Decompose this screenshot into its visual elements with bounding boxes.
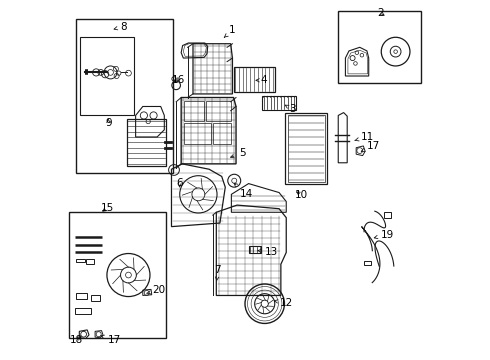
Text: 10: 10 — [295, 190, 308, 200]
Text: 5: 5 — [231, 148, 246, 158]
Bar — [234, 67, 275, 92]
Bar — [69, 212, 166, 338]
Bar — [184, 123, 211, 144]
Bar — [338, 12, 421, 83]
Text: 6: 6 — [176, 178, 183, 188]
Text: 9: 9 — [105, 118, 112, 128]
Text: 11: 11 — [355, 132, 374, 142]
Text: 17: 17 — [101, 334, 121, 345]
Text: 4: 4 — [256, 75, 267, 85]
Bar — [288, 115, 324, 182]
Text: 18: 18 — [70, 334, 83, 345]
Text: 2: 2 — [377, 8, 384, 18]
Text: 19: 19 — [374, 230, 394, 239]
Bar — [206, 101, 231, 121]
Text: 17: 17 — [361, 141, 380, 152]
Bar — [214, 123, 231, 144]
Text: 12: 12 — [274, 298, 294, 308]
Text: 1: 1 — [224, 26, 236, 37]
Bar — [126, 119, 166, 166]
Text: 14: 14 — [234, 183, 253, 199]
Text: 15: 15 — [101, 203, 114, 213]
Bar — [80, 37, 134, 116]
Bar — [76, 19, 173, 173]
Text: 20: 20 — [147, 285, 166, 296]
Text: 16: 16 — [172, 75, 185, 85]
Bar — [184, 101, 204, 121]
Bar — [262, 96, 296, 110]
Text: 8: 8 — [114, 22, 127, 32]
Bar — [285, 113, 327, 184]
Text: 7: 7 — [215, 265, 221, 281]
Text: 13: 13 — [258, 247, 278, 257]
Text: 3: 3 — [285, 104, 295, 114]
